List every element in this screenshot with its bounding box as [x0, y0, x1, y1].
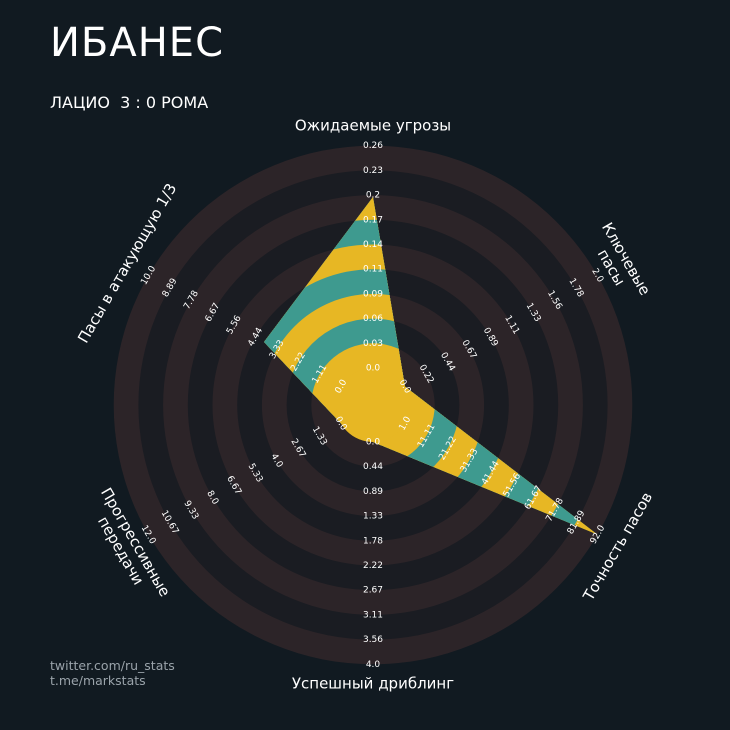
tick-label: 0.23	[363, 166, 383, 176]
radar-center-disc	[336, 368, 410, 442]
tick-label: 0.44	[363, 462, 383, 472]
tick-label: 0.89	[363, 487, 383, 497]
tick-label: 0.11	[363, 265, 383, 275]
tick-label: 2.67	[363, 586, 383, 596]
player-title: ИБАНЕС	[50, 20, 225, 66]
tick-label: 3.11	[363, 610, 383, 620]
tick-label: 1.33	[363, 512, 383, 522]
tick-label: 0.17	[363, 215, 383, 225]
tick-label: 0.0	[366, 364, 381, 374]
match-subtitle: ЛАЦИО 3 : 0 РОМА	[50, 93, 209, 112]
tick-label: 2.22	[363, 561, 383, 571]
axis-label: Успешный дриблинг	[292, 675, 454, 693]
axis-label: Ожидаемые угрозы	[295, 117, 451, 135]
tick-label: 0.2	[366, 191, 380, 201]
credit-telegram: t.me/markstats	[50, 673, 146, 688]
tick-label: 0.03	[363, 339, 383, 349]
tick-label: 0.0	[366, 438, 381, 448]
tick-label: 0.06	[363, 314, 383, 324]
tick-label: 1.78	[363, 536, 383, 546]
axis-label-line: Ожидаемые угрозы	[295, 117, 451, 135]
axis-label-line: Успешный дриблинг	[292, 675, 454, 693]
tick-label: 0.14	[363, 240, 383, 250]
tick-label: 4.0	[366, 660, 381, 670]
tick-label: 0.26	[363, 141, 383, 151]
tick-label: 0.09	[363, 289, 383, 299]
radar-inner-circle	[336, 368, 410, 442]
tick-label: 3.56	[363, 635, 383, 645]
credit-twitter: twitter.com/ru_stats	[50, 658, 175, 673]
